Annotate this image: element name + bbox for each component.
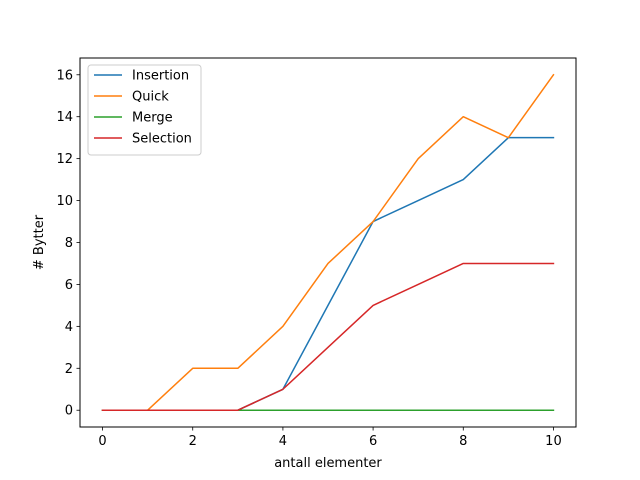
legend-label-insertion: Insertion — [132, 69, 189, 84]
y-tick-label: 14 — [56, 110, 73, 125]
series-line-insertion — [101, 136, 555, 411]
x-tick-label: 4 — [279, 434, 287, 449]
x-tick-label: 10 — [545, 434, 562, 449]
x-tick-label: 6 — [369, 434, 377, 449]
y-tick-label: 8 — [65, 236, 73, 251]
y-tick-label: 0 — [65, 404, 73, 419]
legend: Insertion Quick Merge Selection — [87, 64, 202, 156]
series-layer — [101, 73, 555, 411]
x-tick-label: 2 — [189, 434, 197, 449]
legend-box — [87, 64, 202, 156]
y-axis: 0 2 4 6 8 10 12 14 16 — [56, 68, 80, 419]
legend-label-quick: Quick — [132, 90, 169, 105]
x-axis-label: antall elementer — [274, 456, 382, 471]
y-tick-label: 4 — [65, 320, 73, 335]
series-line-quick — [101, 73, 555, 411]
x-axis: 0 2 4 6 8 10 — [98, 427, 562, 449]
x-tick-label: 0 — [98, 434, 106, 449]
legend-label-selection: Selection — [132, 132, 192, 147]
y-tick-label: 12 — [56, 152, 73, 167]
x-tick-label: 8 — [459, 434, 467, 449]
y-axis-label: # Bytter — [32, 214, 47, 270]
y-tick-label: 10 — [56, 194, 73, 209]
series-line-selection — [101, 262, 555, 411]
legend-label-merge: Merge — [132, 111, 173, 126]
y-tick-label: 6 — [65, 278, 73, 293]
y-tick-label: 16 — [56, 68, 73, 83]
y-tick-label: 2 — [65, 362, 73, 377]
